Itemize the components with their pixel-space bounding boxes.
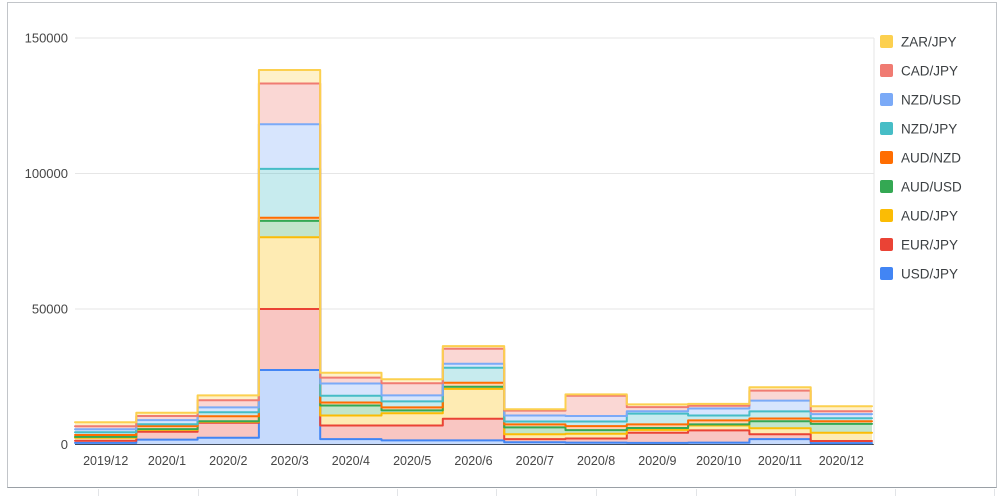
y-tick-label: 0: [61, 437, 68, 452]
legend-swatch-AUD-USD: [880, 180, 893, 193]
y-tick-label: 150000: [25, 31, 68, 46]
x-tick-label: 2020/5: [393, 454, 431, 468]
legend-swatch-NZD-JPY: [880, 122, 893, 135]
legend-label-NZD-USD: NZD/USD: [901, 93, 961, 108]
x-tick-label: 2020/4: [332, 454, 370, 468]
sheet-cell-gridline: [596, 489, 597, 496]
x-tick-label: 2020/2: [209, 454, 247, 468]
legend-swatch-ZAR-JPY: [880, 35, 893, 48]
x-tick-label: 2019/12: [83, 454, 128, 468]
series-area-EUR-JPY[interactable]: [75, 309, 872, 444]
legend-label-ZAR-JPY: ZAR/JPY: [901, 35, 957, 50]
legend-swatch-AUD-NZD: [880, 151, 893, 164]
x-tick-label: 2020/6: [454, 454, 492, 468]
sheet-cell-gridline: [496, 489, 497, 496]
legend-label-EUR-JPY: EUR/JPY: [901, 238, 958, 253]
y-tick-label: 100000: [25, 166, 68, 181]
x-tick-label: 2020/9: [638, 454, 676, 468]
series-stepline-CAD-JPY[interactable]: [74, 82, 873, 428]
legend-label-CAD-JPY: CAD/JPY: [901, 64, 958, 79]
sheet-cell-gridline: [696, 489, 697, 496]
series-stepline-NZD-USD[interactable]: [74, 123, 873, 431]
legend-label-AUD-JPY: AUD/JPY: [901, 209, 958, 224]
chart-widget[interactable]: 0 50000 100000 150000 2019/12 2020/1 2020/2 202…: [7, 2, 997, 488]
legend-label-NZD-JPY: NZD/JPY: [901, 122, 957, 137]
sheet-cell-gridline: [98, 489, 99, 496]
sheet-cell-gridline: [895, 489, 896, 496]
x-tick-label: 2020/10: [696, 454, 741, 468]
series-area-AUD-JPY[interactable]: [75, 237, 872, 441]
legend-swatch-NZD-USD: [880, 93, 893, 106]
series-stepline-ZAR-JPY[interactable]: [74, 69, 873, 424]
stepped-area-chart: 0 50000 100000 150000 2019/12 2020/1 2020/2 202…: [25, 31, 962, 469]
series-stepline-AUD-USD[interactable]: [74, 219, 873, 438]
x-tick-label: 2020/11: [758, 454, 802, 468]
sheet-cell-gridline: [795, 489, 796, 496]
series-stepline-AUD-NZD[interactable]: [74, 216, 873, 436]
series-stepline-USD-JPY[interactable]: [74, 369, 873, 445]
sheet-cell-gridline: [994, 489, 995, 496]
x-tick-label: 2020/1: [148, 454, 186, 468]
x-tick-label: 2020/8: [577, 454, 615, 468]
y-tick-label: 50000: [32, 302, 68, 317]
series-area-CAD-JPY[interactable]: [75, 83, 872, 430]
legend-swatch-USD-JPY: [880, 267, 893, 280]
x-tick-label: 2020/12: [819, 454, 864, 468]
x-tick-label: 2020/7: [516, 454, 554, 468]
sheet-cell-gridline: [297, 489, 298, 496]
spreadsheet-grid-strip: [0, 489, 1002, 496]
legend-label-AUD-NZD: AUD/NZD: [901, 151, 961, 166]
legend-swatch-EUR-JPY: [880, 238, 893, 251]
legend-swatch-CAD-JPY: [880, 64, 893, 77]
sheet-cell-gridline: [198, 489, 199, 496]
legend-label-USD-JPY: USD/JPY: [901, 267, 958, 282]
legend-swatch-AUD-JPY: [880, 209, 893, 222]
x-tick-label: 2020/3: [270, 454, 308, 468]
legend-label-AUD-USD: AUD/USD: [901, 180, 962, 195]
sheet-cell-gridline: [397, 489, 398, 496]
series-area-USD-JPY[interactable]: [75, 370, 872, 445]
